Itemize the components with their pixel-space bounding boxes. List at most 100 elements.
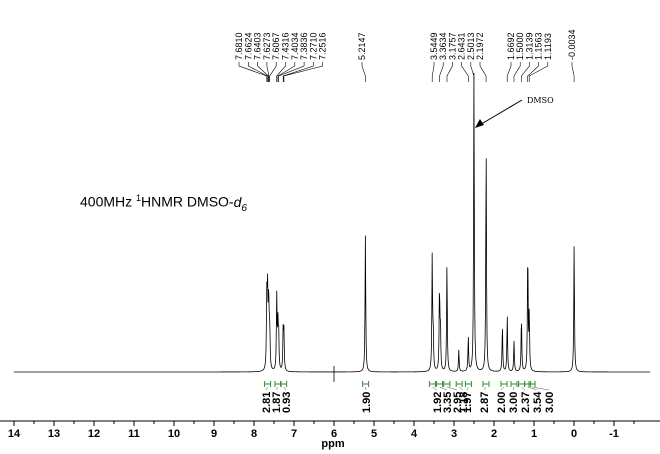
integral-label: 1.87 — [271, 392, 283, 413]
integral-connector — [521, 386, 526, 391]
title-italic: d6 — [233, 193, 247, 214]
title-superscript: 1 — [136, 193, 142, 203]
x-tick-label: 0 — [571, 428, 577, 440]
title-prefix: 400MHz — [80, 193, 137, 210]
peak-label-connector — [521, 62, 530, 82]
peak-label-connector — [283, 62, 324, 82]
chart-title: 400MHz 1HNMR DMSO-d6 — [80, 193, 247, 213]
peak-label-connector — [248, 62, 268, 82]
peak-label-connector — [506, 62, 512, 82]
integral-connector — [265, 386, 268, 391]
x-tick-label: 10 — [168, 428, 180, 440]
integral-label: 1.90 — [361, 392, 373, 413]
integral-connector — [459, 386, 464, 391]
peak-label: 2.1972 — [475, 32, 485, 60]
dmso-annotation: DMSO — [527, 96, 554, 105]
peak-label-connector — [238, 62, 268, 82]
x-axis-title: ppm — [321, 438, 344, 450]
peak-label-connector — [278, 62, 305, 82]
peak-label-connector — [257, 62, 269, 82]
x-tick-label: 3 — [451, 428, 457, 440]
x-tick-label: 4 — [411, 428, 418, 440]
integral-label: 2.81 — [261, 392, 273, 413]
x-tick-label: 7 — [291, 428, 297, 440]
x-tick-label: 12 — [88, 428, 100, 440]
peak-label: 2.6431 — [457, 32, 467, 60]
integral-label: 2.00 — [496, 392, 508, 413]
peak-label-connector — [439, 62, 444, 82]
peak-label: 7.6403 — [253, 32, 263, 60]
integral-label: 2.37 — [520, 392, 532, 413]
dmso-arrow-line — [477, 99, 523, 127]
integral-label: 3.00 — [544, 392, 556, 413]
integral-connector — [512, 386, 515, 391]
peak-label: 7.6273 — [262, 32, 272, 60]
peak-label: 1.3139 — [524, 32, 534, 60]
integral-connector — [283, 386, 287, 391]
peak-label-connector — [361, 62, 366, 82]
integral-connector — [439, 386, 448, 391]
peak-label: 7.2710 — [308, 32, 318, 60]
peak-label: 7.6624 — [243, 32, 253, 60]
peak-label: 7.6810 — [234, 32, 244, 60]
x-axis: 14 13 12 11 10 9 8 7 6 5 4 3 2 1 0 -1 — [0, 420, 660, 440]
spectrum-trace — [14, 72, 650, 373]
x-tick-label: 5 — [371, 428, 377, 440]
peak-label-connector — [528, 62, 549, 82]
integral-connector — [531, 386, 550, 391]
peak-label: 7.4316 — [281, 32, 291, 60]
integral-connector — [446, 386, 458, 391]
peak-label: 1.1193 — [543, 33, 553, 60]
x-tick-label: 14 — [8, 428, 21, 440]
peak-label-connector — [431, 62, 435, 82]
peak-label-connector — [277, 62, 296, 82]
x-tick-label: -1 — [609, 428, 619, 440]
peak-label-connector — [461, 62, 469, 82]
peak-label: 5.2147 — [357, 32, 367, 60]
x-tick-label: 9 — [211, 428, 217, 440]
peak-label-connector — [266, 62, 270, 82]
integral-connector — [483, 386, 487, 391]
peak-label-connector — [527, 62, 539, 82]
integral-label: 3.35 — [442, 392, 454, 413]
peak-label-group: 7.6810 7.6624 7.6403 7.6273 7.6067 7.4316 7.40… — [234, 29, 577, 82]
peak-label-connector — [282, 62, 314, 82]
peak-label: 7.2516 — [318, 32, 328, 60]
integral-label: 1.97 — [462, 392, 474, 413]
peak-label-connector — [276, 62, 286, 82]
integral-label: 0.93 — [281, 392, 293, 413]
integral-label: 1.92 — [432, 392, 444, 413]
title-middle: HNMR DMSO- — [141, 193, 234, 210]
peak-label: 1.1563 — [534, 32, 544, 60]
x-tick-label: 11 — [128, 428, 140, 440]
peak-label: 1.5000 — [515, 32, 525, 60]
integral-connector — [432, 386, 438, 391]
x-tick-label: 8 — [251, 428, 257, 440]
peak-label-connector — [446, 62, 453, 82]
peak-label-connector — [269, 62, 277, 82]
x-tick-label: 2 — [491, 428, 497, 440]
title-subscript: 6 — [241, 202, 247, 214]
peak-label: 3.5449 — [429, 32, 439, 60]
peak-label: 3.1757 — [447, 32, 457, 60]
integral-label: 3.00 — [508, 392, 520, 413]
peak-label: 7.6067 — [271, 32, 281, 60]
peak-label-connector — [513, 62, 521, 82]
peak-label: 1.6692 — [506, 32, 516, 60]
peak-label: -0.0034 — [567, 29, 577, 60]
peak-label: 3.3634 — [438, 32, 448, 60]
integral-connector — [466, 386, 469, 391]
integral-label: 2.87 — [479, 392, 491, 413]
x-tick-label: 13 — [48, 428, 60, 440]
integral-connector — [275, 386, 279, 391]
spectrum-plot — [14, 72, 650, 382]
integral-label: 3.54 — [532, 391, 544, 413]
integral-connector — [527, 386, 538, 391]
integral-label: 1.18 — [458, 392, 470, 413]
x-tick-label: 1 — [531, 428, 537, 440]
integral-label: 2.95 — [452, 392, 464, 413]
peak-label: 7.3836 — [299, 32, 309, 60]
peak-label-connector — [571, 62, 575, 82]
integral-connector — [500, 386, 505, 391]
